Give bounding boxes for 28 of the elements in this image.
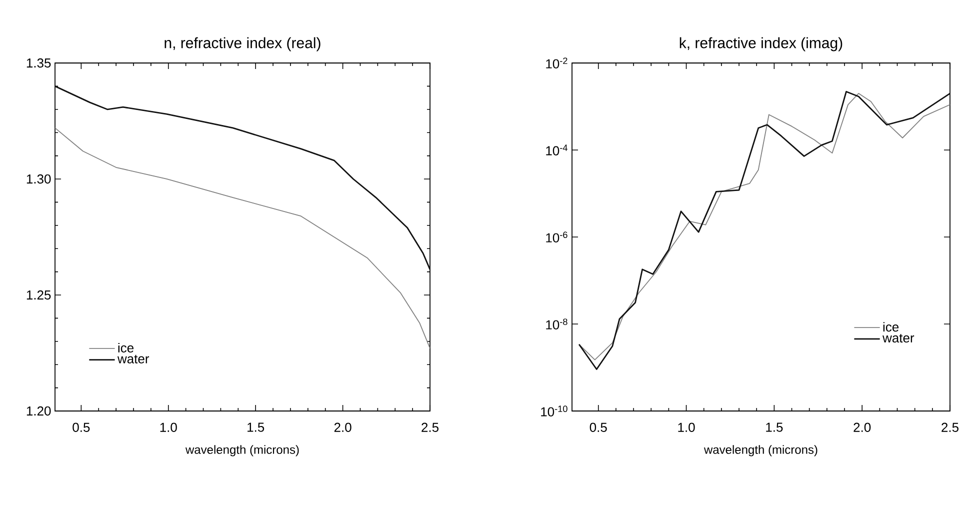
legend-label: water (117, 354, 150, 364)
y-tick-label: 10$^{-2}$ (546, 58, 568, 68)
y-tick-label: 1.35 (26, 58, 51, 68)
x-tick-label: 2.5 (942, 422, 958, 432)
legend-label: ice (883, 322, 899, 332)
x-tick-label: 2.0 (334, 422, 352, 432)
x-tick-label: 2.5 (422, 422, 438, 432)
x-axis-title: wavelength (microns) (185, 445, 299, 456)
x-tick-label: 1.0 (678, 422, 695, 432)
y-tick-label: 10$^{-10}$ (541, 406, 568, 416)
x-tick-label: 0.5 (590, 422, 607, 432)
y-tick-label: 1.30 (26, 174, 51, 184)
x-axis-title: wavelength (microns) (704, 445, 818, 456)
x-tick-label: 1.0 (160, 422, 177, 432)
line-series (55, 85, 430, 270)
chart-title: k, refractive index (imag) (680, 37, 842, 52)
x-tick-label: 1.5 (766, 422, 783, 432)
x-tick-label: 2.0 (854, 422, 871, 432)
y-tick-label: 1.25 (26, 290, 51, 300)
x-tick-label: 0.5 (72, 422, 90, 432)
legend-label: water (882, 334, 914, 343)
chart-title: n, refractive index (real) (164, 37, 320, 52)
y-tick-label: 10$^{-4}$ (546, 144, 568, 156)
y-tick-label: 10$^{-8}$ (546, 318, 568, 330)
legend-label: ice (118, 342, 134, 352)
y-tick-label: 10$^{-6}$ (546, 232, 568, 242)
y-tick-label: 1.20 (26, 406, 51, 416)
x-tick-label: 1.5 (248, 422, 264, 432)
